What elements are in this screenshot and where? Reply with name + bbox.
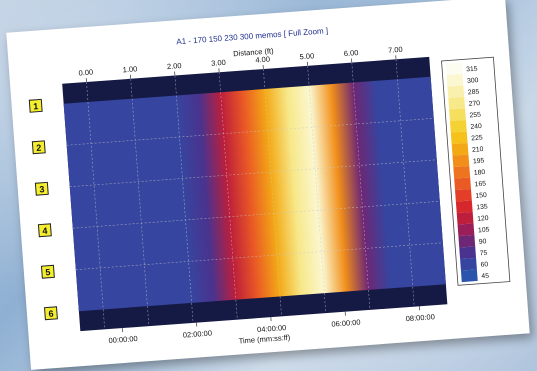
row-label: 3	[39, 184, 45, 194]
colorbar-tick-label: 120	[477, 215, 489, 223]
colorbar-swatch	[454, 177, 471, 191]
colorbar-tick-label: 300	[467, 77, 479, 85]
colorbar-swatch	[446, 73, 464, 87]
row-label-box	[31, 140, 46, 155]
colorbar-tick-label: 210	[472, 146, 484, 154]
colorbar-tick-label: 90	[479, 238, 487, 246]
colorbar-swatch	[453, 165, 471, 179]
row-label-box	[40, 264, 55, 279]
row-label-box	[43, 306, 58, 321]
grid-line-vertical	[351, 62, 371, 310]
grid-line-vertical	[263, 69, 282, 317]
row-label: 5	[45, 267, 51, 277]
colorbar-tick-label: 225	[471, 135, 483, 143]
top-axis-label: Distance (ft)	[233, 46, 274, 58]
colorbar-swatch	[448, 96, 466, 110]
grid-line-vertical	[395, 59, 415, 307]
chart-title: A1 - 170 150 230 300 memos [ Full Zoom ]	[176, 26, 328, 46]
bottom-tick-label: 06:00:00	[331, 318, 361, 329]
grid-line-horizontal	[69, 159, 437, 188]
bottom-tick-label: 00:00:00	[108, 334, 138, 345]
chart-card: A1 - 170 150 230 300 memos [ Full Zoom ]…	[6, 0, 530, 370]
grid-line-horizontal	[66, 117, 434, 146]
grid-line-vertical	[174, 75, 194, 323]
colorbar-swatch	[445, 62, 463, 76]
colorbar-swatch	[456, 211, 474, 225]
colorbar-swatch	[457, 223, 475, 237]
bottom-tick-label: 02:00:00	[182, 329, 212, 340]
top-tick-label: 6.00	[344, 48, 359, 58]
bottom-tick-label: 08:00:00	[405, 312, 435, 323]
colorbar-swatch	[452, 154, 470, 168]
colorbar-tick-label: 255	[469, 112, 481, 120]
row-label: 1	[33, 101, 39, 111]
colorbar-tick-label: 150	[475, 192, 487, 200]
row-label: 2	[36, 143, 42, 153]
top-tick-label: 3.00	[211, 58, 226, 68]
colorbar-swatch	[455, 188, 472, 202]
heatmap-band	[63, 76, 446, 312]
grid-line-vertical	[307, 65, 327, 314]
colorbar-tick-label: 285	[468, 89, 480, 97]
top-tick-label: 7.00	[388, 45, 403, 55]
colorbar-swatch	[449, 119, 467, 133]
colorbar-tick-label: 60	[480, 261, 488, 269]
colorbar-swatch	[455, 200, 473, 214]
colorbar-tick-label: 105	[478, 226, 490, 234]
grid-line-vertical	[86, 81, 105, 330]
row-label-box	[34, 181, 49, 196]
row-label-box	[28, 98, 43, 113]
colorbar-tick-label: 165	[474, 181, 486, 189]
bottom-tick-label: 04:00:00	[257, 323, 287, 334]
colorbar-swatch	[451, 142, 469, 156]
heatmap-chart: A1 - 170 150 230 300 memos [ Full Zoom ]…	[28, 26, 511, 346]
top-tick-label: 5.00	[299, 51, 314, 61]
grid-line-vertical	[218, 72, 238, 320]
grid-line-horizontal	[75, 242, 443, 271]
colorbar-tick-label: 240	[470, 123, 482, 131]
row-label-box	[37, 223, 52, 238]
grid-line-horizontal	[72, 200, 440, 229]
colorbar-tick-label: 270	[469, 100, 481, 108]
colorbar-swatch	[460, 257, 477, 271]
row-label: 6	[48, 309, 54, 319]
bottom-axis-label: Time (mm:ss:ff)	[238, 333, 291, 346]
top-tick-label: 1.00	[122, 64, 137, 74]
colorbar-swatch	[450, 131, 468, 145]
colorbar-swatch	[458, 234, 476, 248]
colorbar-tick-label: 180	[474, 169, 486, 177]
top-tick-label: 4.00	[255, 55, 270, 65]
colorbar-swatch	[447, 85, 465, 99]
colorbar-swatch	[460, 269, 478, 283]
colorbar-tick-label: 195	[473, 158, 485, 166]
colorbar-tick-label: 135	[476, 204, 488, 212]
colorbar-swatch	[459, 246, 477, 260]
colorbar-swatch	[449, 108, 466, 122]
top-tick-label: 2.00	[167, 61, 182, 71]
top-tick-label: 0.00	[78, 68, 93, 78]
colorbar-tick-label: 75	[479, 250, 487, 258]
colorbar-tick-label: 45	[481, 273, 489, 281]
grid-line-vertical	[130, 78, 150, 327]
colorbar-tick-label: 315	[466, 66, 478, 74]
row-label: 4	[42, 226, 48, 236]
